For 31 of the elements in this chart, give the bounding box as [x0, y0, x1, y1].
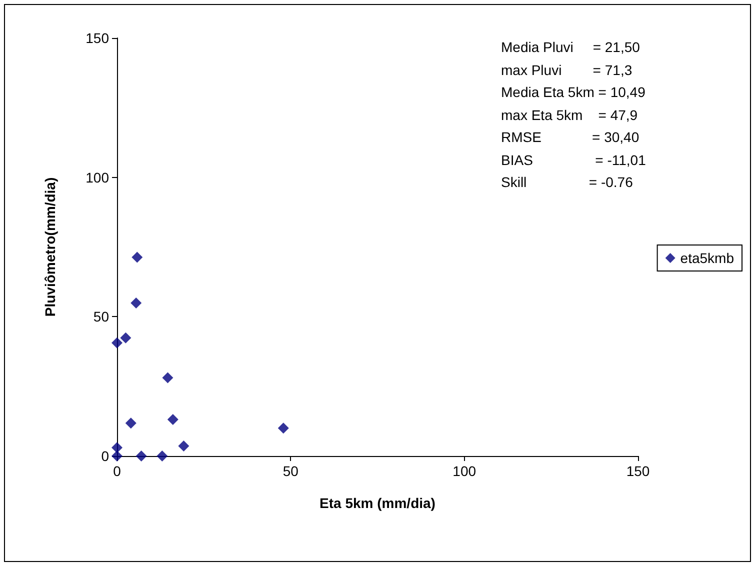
- point: [132, 252, 143, 263]
- annotation: max Eta 5km = 47,9: [501, 106, 638, 122]
- point: [125, 418, 136, 429]
- point: [112, 450, 122, 462]
- point: [162, 372, 174, 384]
- annotation: Media Eta 5km = 10,49: [501, 84, 646, 100]
- x-axis-title: Eta 5km (mm/dia): [320, 495, 436, 511]
- x-tick-label: 50: [282, 463, 299, 479]
- point: [120, 332, 132, 344]
- point: [278, 422, 289, 434]
- point: [112, 337, 122, 348]
- annotation: Skill = -0.76: [501, 174, 633, 190]
- point: [136, 450, 147, 462]
- annotation: BIAS = -11,01: [501, 152, 646, 168]
- point: [130, 298, 142, 309]
- y-tick-label: 50: [93, 308, 110, 325]
- annotation: max Pluvi = 71,3: [501, 62, 632, 78]
- legend-label: eta5kmb: [680, 250, 734, 266]
- annotation: Media Pluvi = 21,50: [501, 39, 640, 55]
- y-tick-label: 0: [101, 448, 110, 464]
- point: [167, 414, 178, 425]
- x-tick-label: 150: [626, 463, 650, 479]
- y-tick-label: 150: [86, 30, 110, 46]
- x-tick-label: 0: [113, 463, 122, 479]
- y-axis-title: Pluviômetro(mm/dia): [42, 177, 58, 317]
- point: [156, 450, 168, 462]
- point: [178, 440, 190, 452]
- annotation: RMSE = 30,40: [501, 129, 640, 145]
- x-tick-label: 100: [452, 463, 476, 479]
- y-tick-label: 100: [86, 169, 110, 186]
- point: [112, 442, 122, 454]
